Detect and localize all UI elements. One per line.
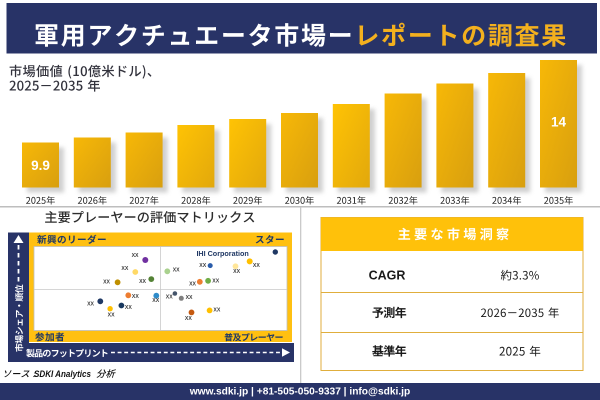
svg-text:www.sdki.jp | +81-505-050-9337: www.sdki.jp | +81-505-050-9337 | info@sd… xyxy=(189,386,411,397)
svg-text:IHI Corporation: IHI Corporation xyxy=(196,249,248,258)
svg-text:XX: XX xyxy=(108,313,115,319)
svg-text:XX: XX xyxy=(132,253,139,259)
svg-text:XX: XX xyxy=(212,279,219,285)
svg-text:SDKI Analytics: SDKI Analytics xyxy=(34,369,91,380)
svg-text:XX: XX xyxy=(166,295,173,301)
svg-text:XX: XX xyxy=(199,263,206,269)
svg-text:CAGR: CAGR xyxy=(369,269,406,283)
svg-text:XX: XX xyxy=(189,281,196,287)
svg-text:14: 14 xyxy=(551,115,567,130)
svg-text:XX: XX xyxy=(132,294,139,300)
svg-text:XX: XX xyxy=(103,280,110,286)
svg-text:9.9: 9.9 xyxy=(31,158,50,173)
svg-text:XX: XX xyxy=(185,316,192,322)
svg-text:XX: XX xyxy=(121,266,128,272)
svg-text:XX: XX xyxy=(233,269,240,275)
svg-text:XX: XX xyxy=(125,305,132,311)
svg-text:XX: XX xyxy=(139,279,146,285)
svg-text:XX: XX xyxy=(213,308,220,314)
svg-text:XX: XX xyxy=(173,267,180,273)
svg-text:XX: XX xyxy=(253,263,260,269)
svg-text:XX: XX xyxy=(87,302,94,308)
svg-text:XX: XX xyxy=(186,295,193,301)
svg-text:XX: XX xyxy=(152,298,159,304)
